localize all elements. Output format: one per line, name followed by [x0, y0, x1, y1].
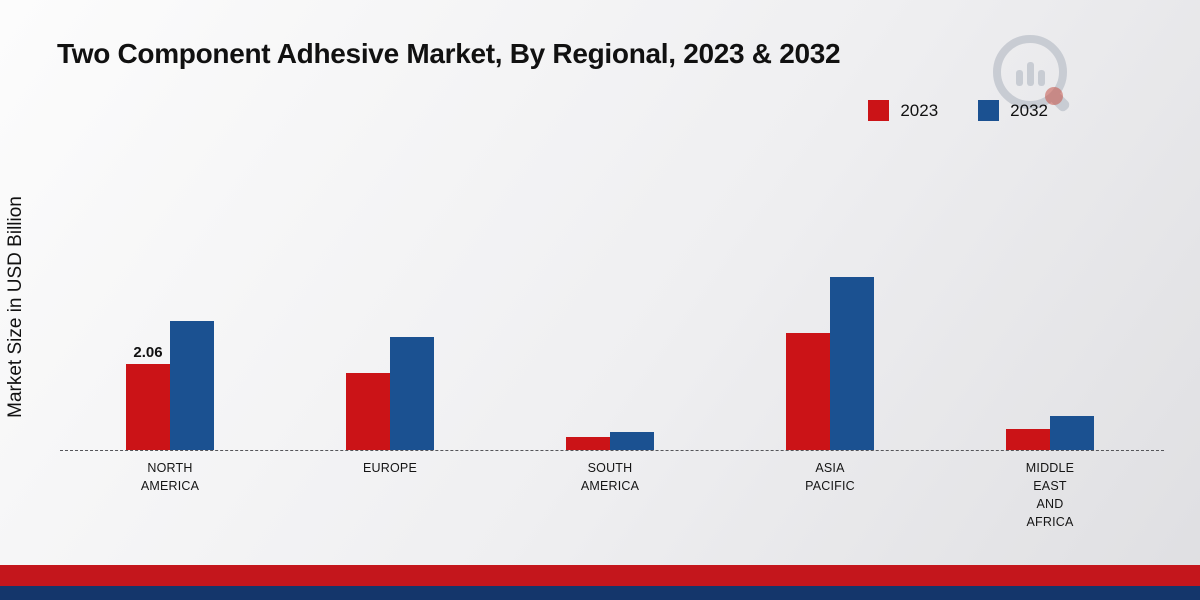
brand-logo-icon [988, 30, 1078, 120]
footer-red-strip [0, 565, 1200, 586]
category-label: SOUTH AMERICA [580, 461, 640, 494]
bar-value-label: 2.06 [133, 344, 163, 361]
bar-group [325, 337, 455, 450]
brand-logo-svg [993, 35, 1070, 112]
bar-group [545, 432, 675, 450]
bar-group [985, 416, 1115, 450]
bar-2032-3 [830, 277, 874, 450]
legend-swatch-icon [978, 100, 1000, 121]
y-axis-label: Market Size in USD Billion [5, 196, 26, 418]
category-label: MIDDLE EAST AND AFRICA [1025, 461, 1075, 530]
bar-2023-3 [786, 333, 830, 450]
bar-2023-2 [566, 437, 610, 450]
legend-item-2023: 2023 [868, 100, 938, 121]
bar-2023-4 [1006, 429, 1050, 450]
legend-swatch-icon [868, 100, 890, 121]
footer-blue-strip [0, 586, 1200, 600]
chart-title: Two Component Adhesive Market, By Region… [57, 38, 841, 69]
category-label: EUROPE [363, 461, 417, 475]
bar-2023-0: 2.06 [126, 344, 170, 450]
bar-2032-1 [390, 337, 434, 450]
legend-label: 2032 [1010, 100, 1048, 120]
bar-2032-2 [610, 432, 654, 450]
legend-label: 2023 [900, 100, 939, 120]
bar-group [765, 277, 895, 450]
bar-2023-1 [346, 373, 390, 450]
category-label: ASIA PACIFIC [805, 461, 855, 494]
plot-area: 2.06 [60, 250, 1160, 450]
legend-item-2032: 2032 [978, 100, 1048, 121]
x-axis-baseline [60, 450, 1164, 451]
bar-2032-0 [170, 321, 214, 450]
category-label: NORTH AMERICA [140, 461, 200, 494]
bar-2032-4 [1050, 416, 1094, 450]
chart-legend: 2023 2032 [868, 100, 1048, 121]
bar-group: 2.06 [105, 321, 235, 450]
category-axis: NORTH AMERICA EUROPE SOUTH AMERICA ASIA PAC… [60, 459, 1160, 532]
